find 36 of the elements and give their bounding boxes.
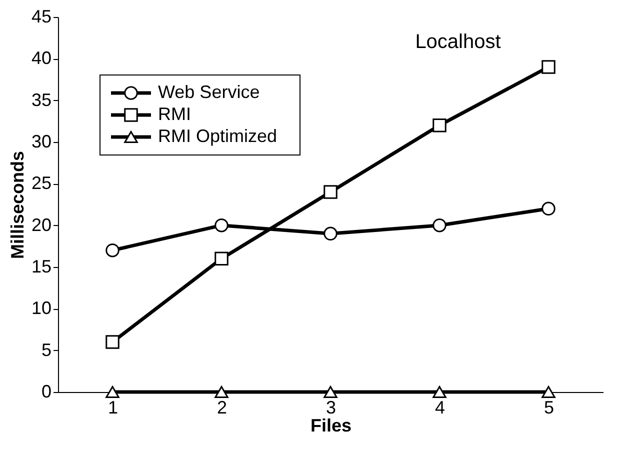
y-tick-label: 45 xyxy=(31,6,52,26)
y-tick-label: 20 xyxy=(31,214,52,235)
x-tick-label: 1 xyxy=(108,398,118,418)
y-tick-label: 0 xyxy=(41,382,52,402)
point xyxy=(214,218,228,232)
point xyxy=(542,386,556,398)
y-tick-label: 10 xyxy=(31,298,52,318)
point xyxy=(214,386,228,398)
point xyxy=(324,226,338,241)
y-tick-label: 25 xyxy=(31,173,52,194)
point xyxy=(542,60,556,74)
legend-label: RMI Optimized xyxy=(158,126,278,146)
point xyxy=(324,386,338,398)
point xyxy=(432,386,446,398)
x-tick-label: 5 xyxy=(544,398,554,418)
y-tick-label: 35 xyxy=(31,90,52,110)
point xyxy=(324,185,338,199)
point xyxy=(432,218,446,232)
point xyxy=(106,335,120,349)
x-tick-label: 4 xyxy=(434,398,446,418)
x-axis-title: Files xyxy=(310,416,352,436)
y-tick-label: 30 xyxy=(31,132,52,152)
y-tick-label: 15 xyxy=(31,256,52,276)
legend-label: RMI xyxy=(158,104,191,124)
point xyxy=(106,243,120,258)
y-tick-label: 5 xyxy=(41,340,52,360)
text: Localhost xyxy=(415,31,502,53)
point xyxy=(542,202,556,216)
x-tick-label: 3 xyxy=(326,398,336,418)
point xyxy=(214,252,228,266)
y-tick-label: 40 xyxy=(31,48,52,68)
y-axis-title: Milliseconds xyxy=(7,150,28,260)
point xyxy=(106,386,120,398)
x-tick-label: 2 xyxy=(216,398,228,418)
legend-label: Web Service xyxy=(158,82,260,102)
point xyxy=(432,118,446,132)
